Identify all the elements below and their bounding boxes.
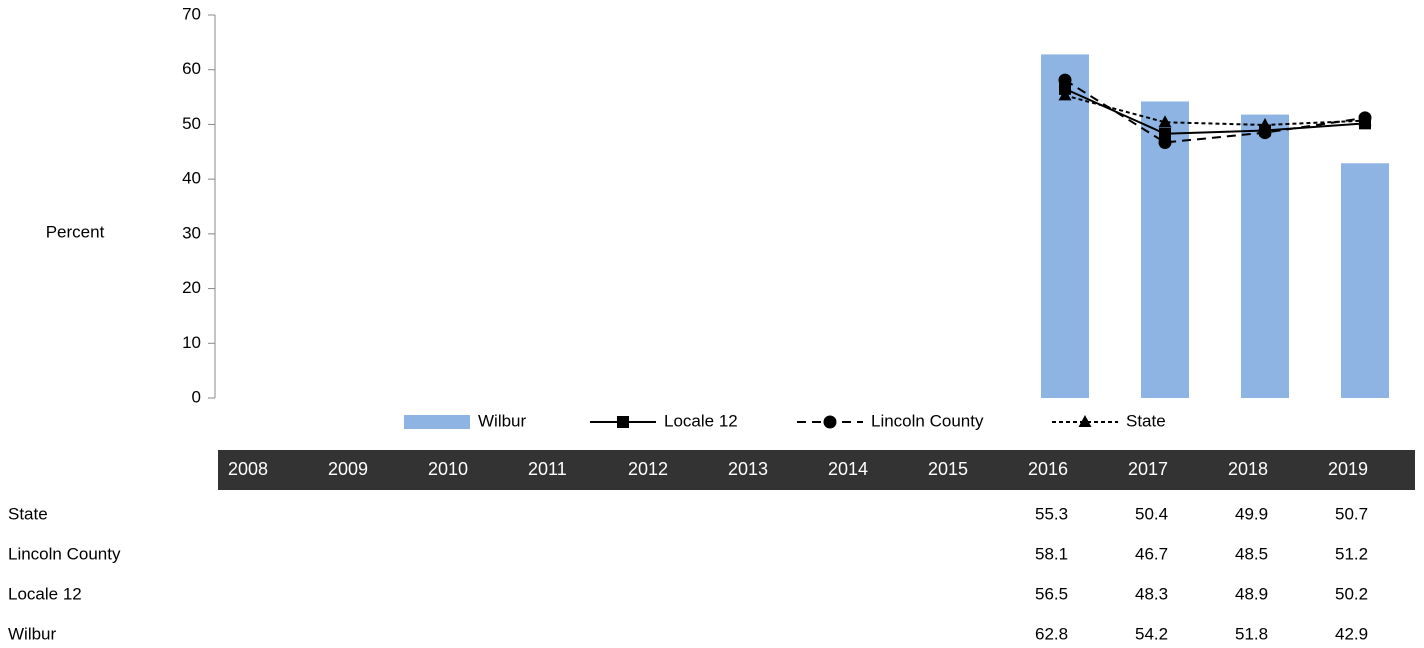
y-tick-label: 50 [182,114,201,133]
x-tick-label: 2014 [828,459,868,479]
x-tick-label: 2017 [1128,459,1168,479]
line [1064,79,1366,144]
table-cell: 54.2 [1135,624,1168,643]
x-tick-label: 2012 [628,459,668,479]
table-cell: 48.3 [1135,584,1168,603]
table-cell: 49.9 [1235,504,1268,523]
y-tick-label: 10 [182,333,201,352]
table-cell: 48.9 [1235,584,1268,603]
marker [1258,117,1272,130]
x-tick-label: 2008 [228,459,268,479]
marker [1158,115,1172,128]
table-cell: 62.8 [1035,624,1068,643]
y-tick-label: 30 [182,223,201,242]
bar [1041,54,1089,398]
table-cell: 51.2 [1335,544,1368,563]
marker [1058,88,1072,101]
bar [1241,114,1289,398]
table-row-label: State [8,504,48,523]
table-cell: 46.7 [1135,544,1168,563]
marker [1358,113,1372,126]
legend-label: Wilbur [478,411,527,430]
legend-marker [617,416,629,428]
table-cell: 56.5 [1035,584,1068,603]
line [1064,94,1366,126]
y-tick-label: 0 [192,387,201,406]
table-row-label: Lincoln County [8,544,121,563]
line [1064,87,1366,135]
legend-label: Lincoln County [871,411,984,430]
marker [1058,73,1072,87]
table-cell: 48.5 [1235,544,1268,563]
table-cell: 58.1 [1035,544,1068,563]
table-row-label: Locale 12 [8,584,82,603]
bar [1141,101,1189,398]
x-tick-label: 2013 [728,459,768,479]
table-cell: 51.8 [1235,624,1268,643]
y-tick-label: 60 [182,59,201,78]
x-tick-label: 2019 [1328,459,1368,479]
x-tick-label: 2009 [328,459,368,479]
y-axis-label: Percent [46,222,105,241]
y-tick-label: 40 [182,169,201,188]
legend-label: Locale 12 [664,411,738,430]
y-tick-label: 70 [182,4,201,23]
legend-marker [823,415,837,429]
table-cell: 50.4 [1135,504,1168,523]
y-tick-label: 20 [182,278,201,297]
table-row-label: Wilbur [8,624,57,643]
table-header [218,450,1415,490]
table-cell: 55.3 [1035,504,1068,523]
table-cell: 50.7 [1335,504,1368,523]
legend-label: State [1126,411,1166,430]
x-tick-label: 2011 [528,459,567,479]
marker [1158,135,1172,149]
x-tick-label: 2016 [1028,459,1068,479]
legend-swatch [404,415,470,429]
table-cell: 42.9 [1335,624,1368,643]
bar [1341,163,1389,398]
table-cell: 50.2 [1335,584,1368,603]
x-tick-label: 2010 [428,459,468,479]
legend-marker [1078,415,1092,427]
x-tick-label: 2018 [1228,459,1268,479]
x-tick-label: 2015 [928,459,968,479]
